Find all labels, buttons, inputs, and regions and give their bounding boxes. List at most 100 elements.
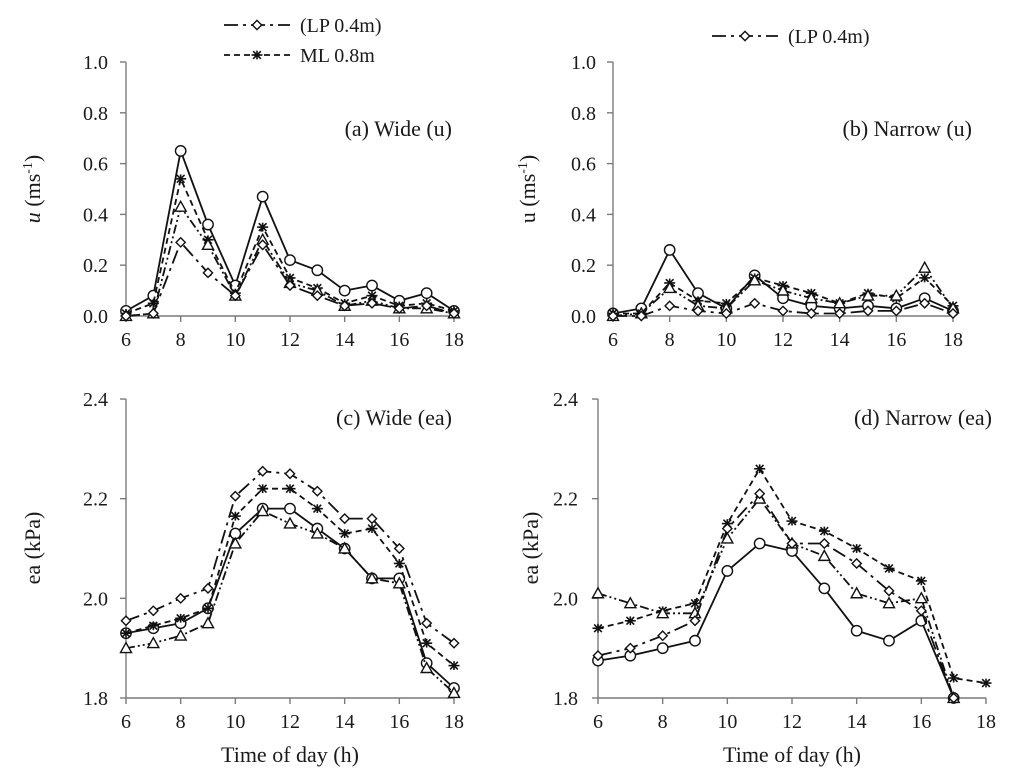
data-point [284,279,296,292]
y-tick-label: 2.4 [553,389,578,411]
data-point [805,307,817,320]
data-point [284,468,296,480]
data-point [256,190,269,203]
y-tick-label: 0.2 [571,255,596,277]
series-line [597,467,987,684]
data-point [947,307,959,320]
data-point [201,237,215,250]
data-point [119,641,133,654]
data-point [851,557,863,570]
panel-b: 0.0 0.2 0.4 0.6 0.8 1.0 6 8 10 12 14 16 18 (b) Narrow… [515,52,972,351]
data-point [175,613,187,623]
y-tick-label: 2.0 [553,588,578,610]
series-triangle [591,491,961,704]
data-point [656,642,669,655]
y-tick-label: 0.4 [571,204,596,226]
panel-d: 1.8 2.0 2.2 2.4 6 8 10 12 14 16 18 (d) Narrow (ea) e… [518,389,996,767]
data-point [202,267,214,279]
x-tick-label: 10 [225,329,245,351]
y-tick-label: 1.8 [553,688,578,710]
y-tick-label: 2.4 [83,389,108,411]
legend-entry: ML 0.8m [224,45,375,67]
data-point [175,236,187,248]
x-tick-label: 10 [717,711,737,733]
data-point [419,661,434,674]
data-point [228,536,243,549]
data-point [311,485,323,497]
data-point [818,537,830,550]
panel-title: (c) Wide (ea) [336,405,452,430]
series-line [597,497,955,699]
data-point [284,254,296,267]
series-diamond [120,236,460,322]
data-point [338,284,351,297]
y-tick-label: 1.0 [83,52,108,74]
data-point [229,490,241,502]
y-axis-label-unit: (ms [515,174,540,207]
y-tick-label: 1.0 [571,52,596,74]
y-axis-label-close: ) [515,155,540,162]
y-tick-label: 0.2 [83,255,108,277]
series-line [125,509,455,694]
data-point [257,222,269,232]
series-star [592,464,992,688]
x-tick-label: 14 [830,329,850,351]
y-tick-label: 2.2 [553,489,578,511]
data-point [915,605,927,617]
data-point [229,290,241,302]
x-tick-label: 18 [444,711,464,733]
panel-title: (b) Narrow (u) [843,116,973,141]
data-point [786,537,798,550]
data-point [890,305,902,317]
data-point [448,307,460,320]
x-tick-label: 8 [665,329,675,351]
data-point [849,586,864,599]
data-point [919,273,931,283]
legend-entry: (LP 0.4m) [224,15,381,37]
y-tick-label: 0.0 [571,306,596,328]
legend-entry: (LP 0.4m) [712,26,869,48]
x-tick-label: 18 [444,329,464,351]
x-tick-label: 16 [911,711,931,733]
series-circle [592,537,960,704]
data-point [147,605,159,617]
y-axis-label-var: u [515,207,540,224]
y-tick-label: 0.4 [83,204,108,226]
data-point [173,628,188,641]
data-point [592,650,604,662]
series-star [120,484,460,671]
y-tick-label: 0.0 [83,306,108,328]
data-point [365,571,379,584]
series-line [597,492,955,699]
data-point [786,516,798,526]
x-tick-label: 12 [782,711,802,733]
y-tick-label: 0.6 [571,154,596,176]
data-point [147,307,159,320]
x-tick-label: 14 [335,329,355,351]
data-point [662,281,677,294]
data-point [339,529,351,538]
data-point [311,504,323,514]
y-tick-label: 0.8 [571,103,596,125]
data-point [175,592,187,604]
x-tick-label: 12 [773,329,793,351]
y-axis-label: u (ms-1) [515,155,540,224]
data-point [147,621,159,631]
data-point [311,264,324,277]
y-axis-label: ea (kPa) [20,512,45,585]
data-point [421,638,433,648]
data-point [284,502,296,515]
data-point [655,606,670,619]
data-point [607,310,619,322]
legend-marker [739,30,751,42]
data-point [818,526,830,536]
data-point [201,616,215,629]
data-point [120,310,132,322]
data-point [366,279,378,292]
data-point [861,288,875,301]
x-tick-label: 6 [121,711,131,733]
y-axis-label-sup: -1 [516,162,531,174]
data-point [720,307,732,320]
legend-label: ML 0.8m [300,45,375,67]
